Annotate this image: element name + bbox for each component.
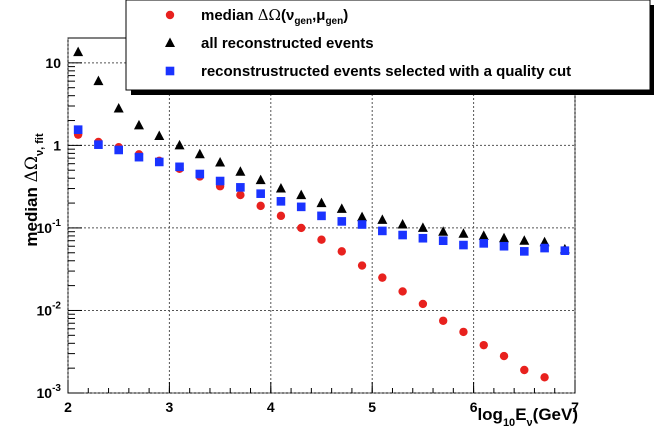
- data-point-square: [236, 183, 245, 192]
- x-tick-label: 6: [470, 399, 478, 415]
- data-point-square: [479, 239, 489, 248]
- data-point-square: [378, 226, 387, 236]
- data-point-triangle: [417, 222, 428, 232]
- legend-box: [125, 0, 651, 91]
- data-point-circle: [337, 247, 346, 256]
- data-point-square: [540, 243, 549, 253]
- data-point-square: [499, 241, 509, 251]
- x-tick-label: 2: [64, 399, 72, 415]
- data-point-square: [296, 202, 306, 212]
- legend-marker-triangle: [165, 37, 175, 47]
- data-point-square: [114, 145, 123, 155]
- y-axis-label: median ΔΩν, fit: [22, 133, 46, 247]
- data-point-square: [134, 152, 144, 162]
- data-point-triangle: [93, 75, 104, 86]
- data-point-square: [175, 162, 184, 172]
- data-point-triangle: [296, 189, 307, 200]
- y-tick-label: 10: [45, 55, 61, 71]
- data-point-triangle: [133, 119, 144, 130]
- data-point-circle: [479, 340, 488, 350]
- data-point-square: [154, 157, 164, 167]
- data-point-square: [94, 140, 103, 149]
- data-point-circle: [378, 273, 387, 282]
- data-point-circle: [236, 190, 245, 200]
- data-point-triangle: [397, 219, 408, 229]
- legend-entry-all: all reconstructed events: [201, 35, 374, 52]
- data-point-square: [337, 217, 347, 226]
- data-point-square: [256, 189, 265, 198]
- data-point-square: [560, 246, 570, 255]
- data-point-circle: [499, 351, 509, 361]
- series-1: [73, 46, 570, 254]
- data-point-square: [438, 236, 448, 246]
- legend-entry-median: median ΔΩ(νgen,μgen): [201, 6, 348, 27]
- data-point-triangle: [255, 174, 266, 185]
- data-point-triangle: [215, 157, 226, 167]
- data-point-triangle: [235, 166, 246, 176]
- data-point-triangle: [275, 183, 286, 193]
- data-point-triangle: [316, 197, 327, 208]
- legend-entry-quality: reconstrustructed events selected with a…: [201, 63, 571, 80]
- y-tick-label: 10-3: [37, 383, 62, 401]
- data-point-triangle: [478, 230, 489, 240]
- y-tick-label: 1: [53, 137, 61, 153]
- data-point-triangle: [194, 148, 205, 159]
- x-tick-label: 4: [267, 399, 275, 415]
- legend-markers: [165, 10, 175, 76]
- data-point-circle: [276, 211, 286, 221]
- data-point-square: [276, 197, 286, 206]
- x-axis-label: log10Eν(GeV): [477, 405, 578, 429]
- data-point-triangle: [73, 46, 84, 57]
- data-point-square: [520, 247, 529, 256]
- data-series: [73, 46, 570, 382]
- data-point-square: [195, 169, 205, 179]
- data-point-square: [418, 233, 428, 243]
- data-point-triangle: [113, 102, 124, 113]
- data-point-circle: [438, 316, 448, 325]
- data-point-triangle: [336, 203, 347, 213]
- data-point-square: [398, 230, 407, 240]
- data-point-circle: [297, 223, 306, 233]
- data-point-triangle: [499, 232, 510, 243]
- axes: [67, 37, 576, 394]
- x-tick-label: 3: [166, 399, 174, 415]
- data-point-triangle: [458, 228, 469, 238]
- x-tick-label: 5: [368, 399, 376, 415]
- data-point-square: [215, 176, 225, 186]
- data-point-triangle: [357, 211, 368, 222]
- data-point-circle: [256, 201, 265, 211]
- y-tick-label: 10-2: [37, 300, 62, 318]
- data-point-circle: [357, 261, 367, 270]
- data-point-circle: [540, 373, 549, 382]
- data-point-triangle: [438, 226, 449, 236]
- legend: median ΔΩ(νgen,μgen) all reconstructed e…: [125, 0, 654, 95]
- data-point-triangle: [174, 139, 185, 150]
- data-point-square: [357, 220, 367, 229]
- data-point-circle: [459, 327, 468, 337]
- x-tick-label: 7: [571, 399, 579, 415]
- data-point-triangle: [154, 130, 165, 140]
- data-point-circle: [398, 287, 407, 296]
- tick-labels: 2 3 4 5 6 7 10-3 10-2 10-1 1 10: [37, 55, 580, 415]
- data-point-triangle: [519, 235, 530, 245]
- data-point-circle: [317, 235, 326, 244]
- data-point-circle: [520, 365, 529, 375]
- legend-marker-circle: [165, 10, 175, 20]
- data-point-square: [317, 211, 326, 221]
- data-point-square: [459, 240, 468, 250]
- data-point-circle: [418, 299, 428, 309]
- series-2: [73, 125, 570, 256]
- y-tick-label: 10-1: [37, 218, 62, 236]
- data-point-square: [73, 125, 83, 134]
- data-point-triangle: [377, 214, 388, 224]
- legend-marker-square: [165, 66, 175, 76]
